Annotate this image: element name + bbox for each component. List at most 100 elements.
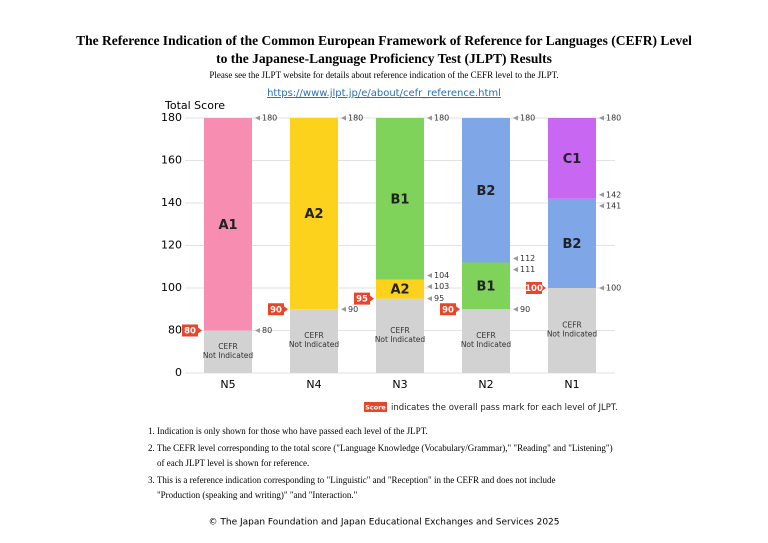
legend-badge-label: Score [365,404,386,412]
y-tick-label: 0 [175,366,182,379]
y-tick-label: 80 [168,324,182,337]
y-axis-label: Total Score [164,99,225,112]
score-label: 180 [434,114,449,123]
score-pointer [255,328,260,333]
level-segment [290,118,338,310]
score-label: 180 [262,114,277,123]
y-tick-label: 100 [161,281,182,294]
score-label: 180 [520,114,535,123]
not-indicated-label: CEFR [476,331,496,340]
not-indicated-label: Not Indicated [203,351,254,360]
footer: © The Japan Foundation and Japan Educati… [209,518,560,528]
level-label: B2 [563,237,582,252]
x-tick-label: N3 [392,378,407,391]
y-tick-label: 140 [161,196,182,209]
score-label: 141 [606,201,621,210]
not-indicated-label: Not Indicated [289,340,340,349]
level-label: C1 [563,152,582,167]
x-tick-label: N5 [220,378,235,391]
score-pointer [599,285,604,291]
pass-mark-arrow [456,306,460,313]
score-pointer [599,115,604,121]
score-pointer [341,115,346,121]
not-indicated-segment [548,288,596,373]
pass-mark-arrow [542,285,546,291]
score-label: 142 [606,190,621,199]
not-indicated-label: CEFR [562,321,582,330]
pass-mark-label: 100 [525,284,543,294]
pass-mark-badge [182,324,198,337]
not-indicated-label: Not Indicated [547,330,598,339]
note: of each JLPT level is shown for referenc… [157,458,309,468]
level-label: B1 [477,279,496,294]
level-label: B1 [391,192,410,207]
not-indicated-segment [376,298,424,373]
score-label: 103 [434,282,449,291]
score-label: 80 [262,326,272,335]
level-label: A2 [390,283,409,298]
pass-mark-arrow [284,306,288,313]
subtitle: Please see the JLPT website for details … [209,70,558,80]
level-label: A1 [218,218,237,233]
score-pointer [427,284,432,290]
score-pointer [513,306,518,312]
score-label: 90 [520,305,530,314]
not-indicated-segment [204,330,252,373]
score-label: 180 [606,114,621,123]
not-indicated-label: CEFR [218,342,238,351]
score-label: 100 [606,284,621,293]
pass-mark-arrow [198,327,202,334]
pass-mark-label: 80 [184,327,196,337]
score-label: 90 [348,305,358,314]
not-indicated-label: CEFR [390,326,410,335]
not-indicated-segment [462,309,510,373]
url-link[interactable]: https://www.jlpt.jp/e/about/cefr_referen… [267,88,501,99]
score-label: 180 [348,114,363,123]
title-line: to the Japanese-Language Proficiency Tes… [216,51,552,66]
pass-mark-badge [526,282,542,294]
note: 1. Indication is only shown for those wh… [148,426,428,436]
level-segment [462,118,510,263]
level-segment [376,118,424,280]
title-line: The Reference Indication of the Common E… [76,33,692,48]
score-label: 104 [434,271,449,280]
score-pointer [599,203,604,209]
level-segment [548,118,596,199]
not-indicated-segment [290,309,338,373]
legend-text: indicates the overall pass mark for each… [391,403,618,413]
not-indicated-label: CEFR [304,331,324,340]
note: 3. This is a reference indication corres… [148,475,555,485]
pass-mark-badge [440,303,456,316]
level-label: A2 [304,207,323,222]
pass-mark-badge [354,292,370,305]
score-pointer [513,256,518,261]
note: 2. The CEFR level corresponding to the t… [148,443,613,453]
pass-mark-label: 95 [356,295,368,305]
score-pointer [427,273,432,278]
level-segment [376,279,424,299]
level-segment [548,198,596,288]
level-label: B2 [477,184,496,199]
y-tick-label: 120 [161,239,182,252]
score-pointer [341,306,346,312]
level-segment [462,262,510,310]
pass-mark-label: 90 [442,305,454,315]
score-pointer [513,267,518,273]
x-tick-label: N1 [564,378,579,391]
legend-badge [364,402,387,412]
y-tick-label: 160 [161,154,182,167]
not-indicated-label: Not Indicated [461,340,512,349]
score-label: 112 [520,254,535,263]
level-segment [204,118,252,331]
score-pointer [427,115,432,121]
pass-mark-badge [268,303,284,316]
not-indicated-label: Not Indicated [375,335,426,344]
pass-mark-label: 90 [270,305,282,315]
y-tick-label: 180 [161,111,182,124]
x-tick-label: N2 [478,378,493,391]
score-label: 95 [434,294,444,303]
score-label: 111 [520,265,535,274]
score-pointer [599,192,604,198]
